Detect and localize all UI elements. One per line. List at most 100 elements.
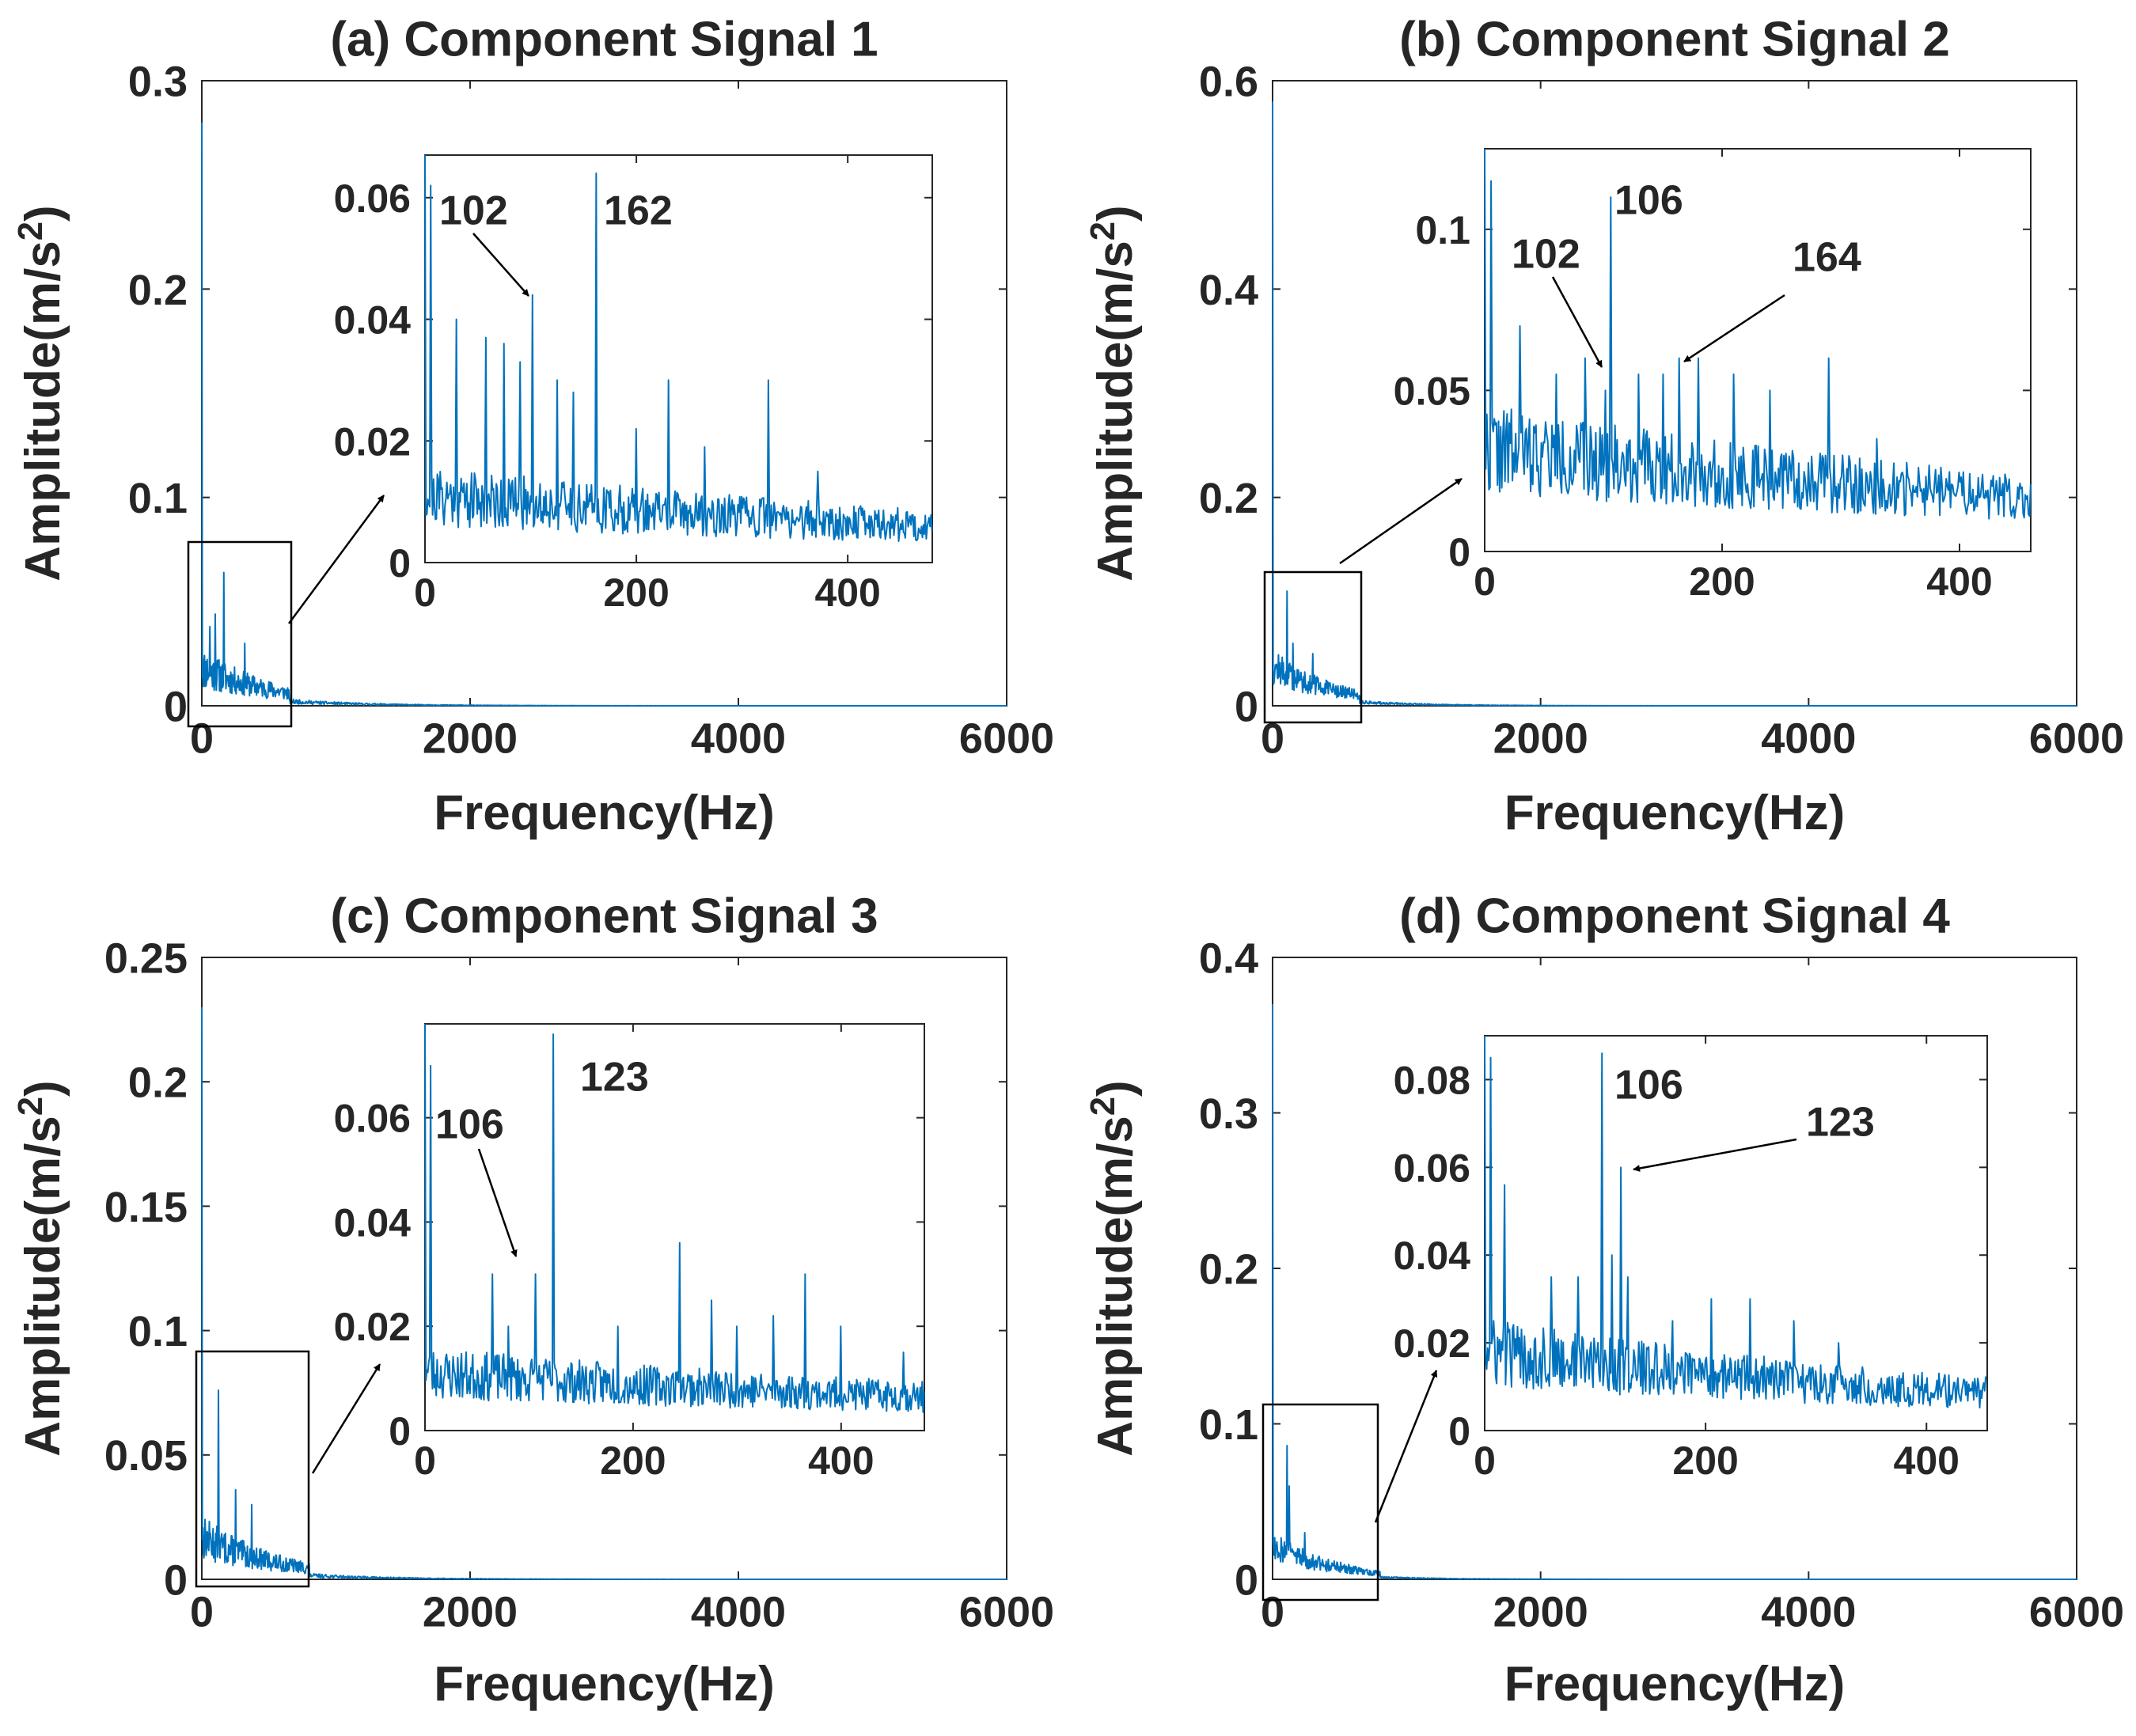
panels: (a) Component Signal 10 2000 4000 600000.10… bbox=[12, 12, 2124, 1711]
y-axis-label-base: Amplitude(m/s bbox=[1088, 241, 1143, 582]
main-ytick-label: 0.2 bbox=[128, 1059, 188, 1107]
peak-annotation-arrow bbox=[1633, 1138, 1797, 1172]
peak-annotation-label: 123 bbox=[580, 1055, 649, 1101]
y-axis-label-sup: 2 bbox=[12, 222, 50, 241]
main-xtick-label: 0 bbox=[190, 714, 214, 762]
panel-b: (b) Component Signal 20 2000 4000 600000.20… bbox=[1084, 12, 2124, 840]
panel-a: (a) Component Signal 10 2000 4000 600000.10… bbox=[12, 12, 1054, 840]
y-axis-label-close: ) bbox=[16, 1080, 70, 1097]
peak-annotation-label: 102 bbox=[439, 188, 508, 234]
inset-xtick-label: 0 bbox=[414, 1438, 436, 1483]
main-xtick-label: 2000 bbox=[423, 714, 518, 762]
inset-xtick-label: 200 bbox=[600, 1438, 666, 1483]
y-axis-label-sup: 2 bbox=[1084, 222, 1122, 241]
y-axis-label-close: ) bbox=[16, 205, 70, 222]
main-ytick-label: 0.2 bbox=[1199, 475, 1258, 522]
main-ytick-label: 0.1 bbox=[128, 1308, 188, 1355]
main-ytick-label: 0.15 bbox=[104, 1184, 188, 1231]
inset-ytick-label: 0 bbox=[1448, 1409, 1470, 1454]
main-xtick-label: 6000 bbox=[959, 714, 1054, 762]
main-xtick-label: 6000 bbox=[2029, 714, 2124, 762]
main-ytick-label: 0.05 bbox=[104, 1432, 188, 1480]
zoom-arrow bbox=[1339, 477, 1463, 565]
zoom-region-box bbox=[195, 1350, 310, 1588]
inset-ytick-label: 0.02 bbox=[1394, 1321, 1470, 1366]
chart-title: (d) Component Signal 4 bbox=[1399, 889, 1950, 943]
peak-annotation-arrow bbox=[1551, 276, 1603, 368]
y-axis-label-sup: 2 bbox=[12, 1097, 50, 1116]
inset-b: 0 200 400 0 0.05 0.1 102 106 164 bbox=[1394, 148, 2032, 604]
inset-ytick-label: 0 bbox=[389, 1409, 411, 1454]
chart-title: (a) Component Signal 1 bbox=[330, 12, 878, 66]
peak-annotation-label: 106 bbox=[435, 1102, 504, 1148]
inset-xtick-label: 400 bbox=[808, 1438, 874, 1483]
zoom-arrow bbox=[1374, 1370, 1438, 1523]
inset-xtick-label: 200 bbox=[603, 570, 669, 615]
inset-ytick-label: 0.04 bbox=[334, 298, 412, 343]
main-xtick-label: 4000 bbox=[1761, 714, 1856, 762]
chart-title: (b) Component Signal 2 bbox=[1399, 12, 1950, 66]
x-axis-label: Frequency(Hz) bbox=[1504, 1657, 1846, 1711]
peak-annotation-label: 164 bbox=[1793, 235, 1861, 281]
spectrum-series bbox=[1272, 101, 2077, 707]
x-axis-label: Frequency(Hz) bbox=[1504, 786, 1846, 840]
main-xtick-label: 0 bbox=[190, 1588, 214, 1636]
spectrum-series bbox=[1272, 1003, 2077, 1580]
inset-c: 0 200 400 0 0.02 0.04 0.06 106 123 bbox=[334, 1023, 925, 1483]
zoom-arrow bbox=[311, 1363, 381, 1474]
inset-ytick-label: 0.02 bbox=[334, 419, 411, 464]
inset-ytick-label: 0.06 bbox=[334, 176, 411, 221]
inset-a: 0 200 400 0 0.02 0.04 0.06 102 162 bbox=[334, 154, 933, 615]
zoom-region-box bbox=[1263, 570, 1363, 724]
main-ytick-label: 0 bbox=[164, 683, 188, 730]
main-ytick-label: 0.4 bbox=[1199, 934, 1258, 982]
inset-ytick-label: 0 bbox=[1448, 530, 1470, 574]
inset-ytick-label: 0.05 bbox=[1394, 369, 1470, 413]
inset-spectrum-series bbox=[1484, 1035, 1987, 1409]
main-xtick-label: 2000 bbox=[1493, 1588, 1588, 1636]
main-ytick-label: 0.1 bbox=[128, 475, 188, 522]
zoom-region-box bbox=[187, 540, 293, 728]
main-xtick-label: 0 bbox=[1261, 1588, 1284, 1636]
panel-c: (c) Component Signal 30 2000 4000 600000.05… bbox=[12, 889, 1054, 1711]
main-ytick-label: 0.25 bbox=[104, 934, 188, 982]
peak-annotation-label: 123 bbox=[1806, 1100, 1875, 1146]
peak-annotation-label: 106 bbox=[1614, 178, 1683, 224]
main-ytick-label: 0.2 bbox=[1199, 1245, 1258, 1293]
x-axis-label: Frequency(Hz) bbox=[434, 786, 775, 840]
inset-ytick-label: 0.04 bbox=[1394, 1234, 1471, 1278]
spectrum-series bbox=[201, 122, 1007, 707]
y-axis-label-base: Amplitude(m/s bbox=[16, 241, 70, 582]
peak-annotation-label: 162 bbox=[604, 188, 673, 234]
main-ytick-label: 0.6 bbox=[1199, 58, 1258, 105]
inset-ytick-label: 0.02 bbox=[334, 1305, 411, 1349]
main-xtick-label: 2000 bbox=[1493, 714, 1588, 762]
inset-ytick-label: 0.06 bbox=[1394, 1146, 1470, 1190]
y-axis-label: Amplitude(m/s2) bbox=[1084, 205, 1143, 581]
peak-annotation-arrow bbox=[477, 1148, 518, 1257]
main-xtick-label: 4000 bbox=[691, 1588, 786, 1636]
main-ytick-label: 0.2 bbox=[128, 267, 188, 314]
y-axis-label-sup: 2 bbox=[1084, 1097, 1122, 1116]
inset-xtick-label: 0 bbox=[1474, 559, 1496, 604]
inset-spectrum-series bbox=[424, 154, 933, 542]
inset-ytick-label: 0.04 bbox=[334, 1200, 412, 1245]
main-xtick-label: 6000 bbox=[2029, 1588, 2124, 1636]
y-axis-label: Amplitude(m/s2) bbox=[1084, 1080, 1143, 1456]
main-ytick-label: 0 bbox=[164, 1556, 188, 1604]
y-axis-label: Amplitude(m/s2) bbox=[12, 205, 70, 581]
peak-annotation-label: 102 bbox=[1512, 232, 1580, 278]
main-xtick-label: 6000 bbox=[959, 1588, 1054, 1636]
y-axis-label-close: ) bbox=[1088, 1080, 1143, 1097]
main-ytick-label: 0.1 bbox=[1199, 1401, 1258, 1449]
main-ytick-label: 0 bbox=[1235, 683, 1258, 730]
y-axis-label-close: ) bbox=[1088, 205, 1143, 222]
peak-annotation-arrow bbox=[1683, 294, 1785, 363]
peak-annotation-arrow bbox=[472, 233, 529, 297]
inset-xtick-label: 200 bbox=[1689, 559, 1755, 604]
main-xtick-label: 4000 bbox=[1761, 1588, 1856, 1636]
inset-ytick-label: 0.1 bbox=[1415, 208, 1470, 252]
peak-annotation-label: 106 bbox=[1614, 1063, 1683, 1109]
inset-xtick-label: 400 bbox=[814, 570, 880, 615]
